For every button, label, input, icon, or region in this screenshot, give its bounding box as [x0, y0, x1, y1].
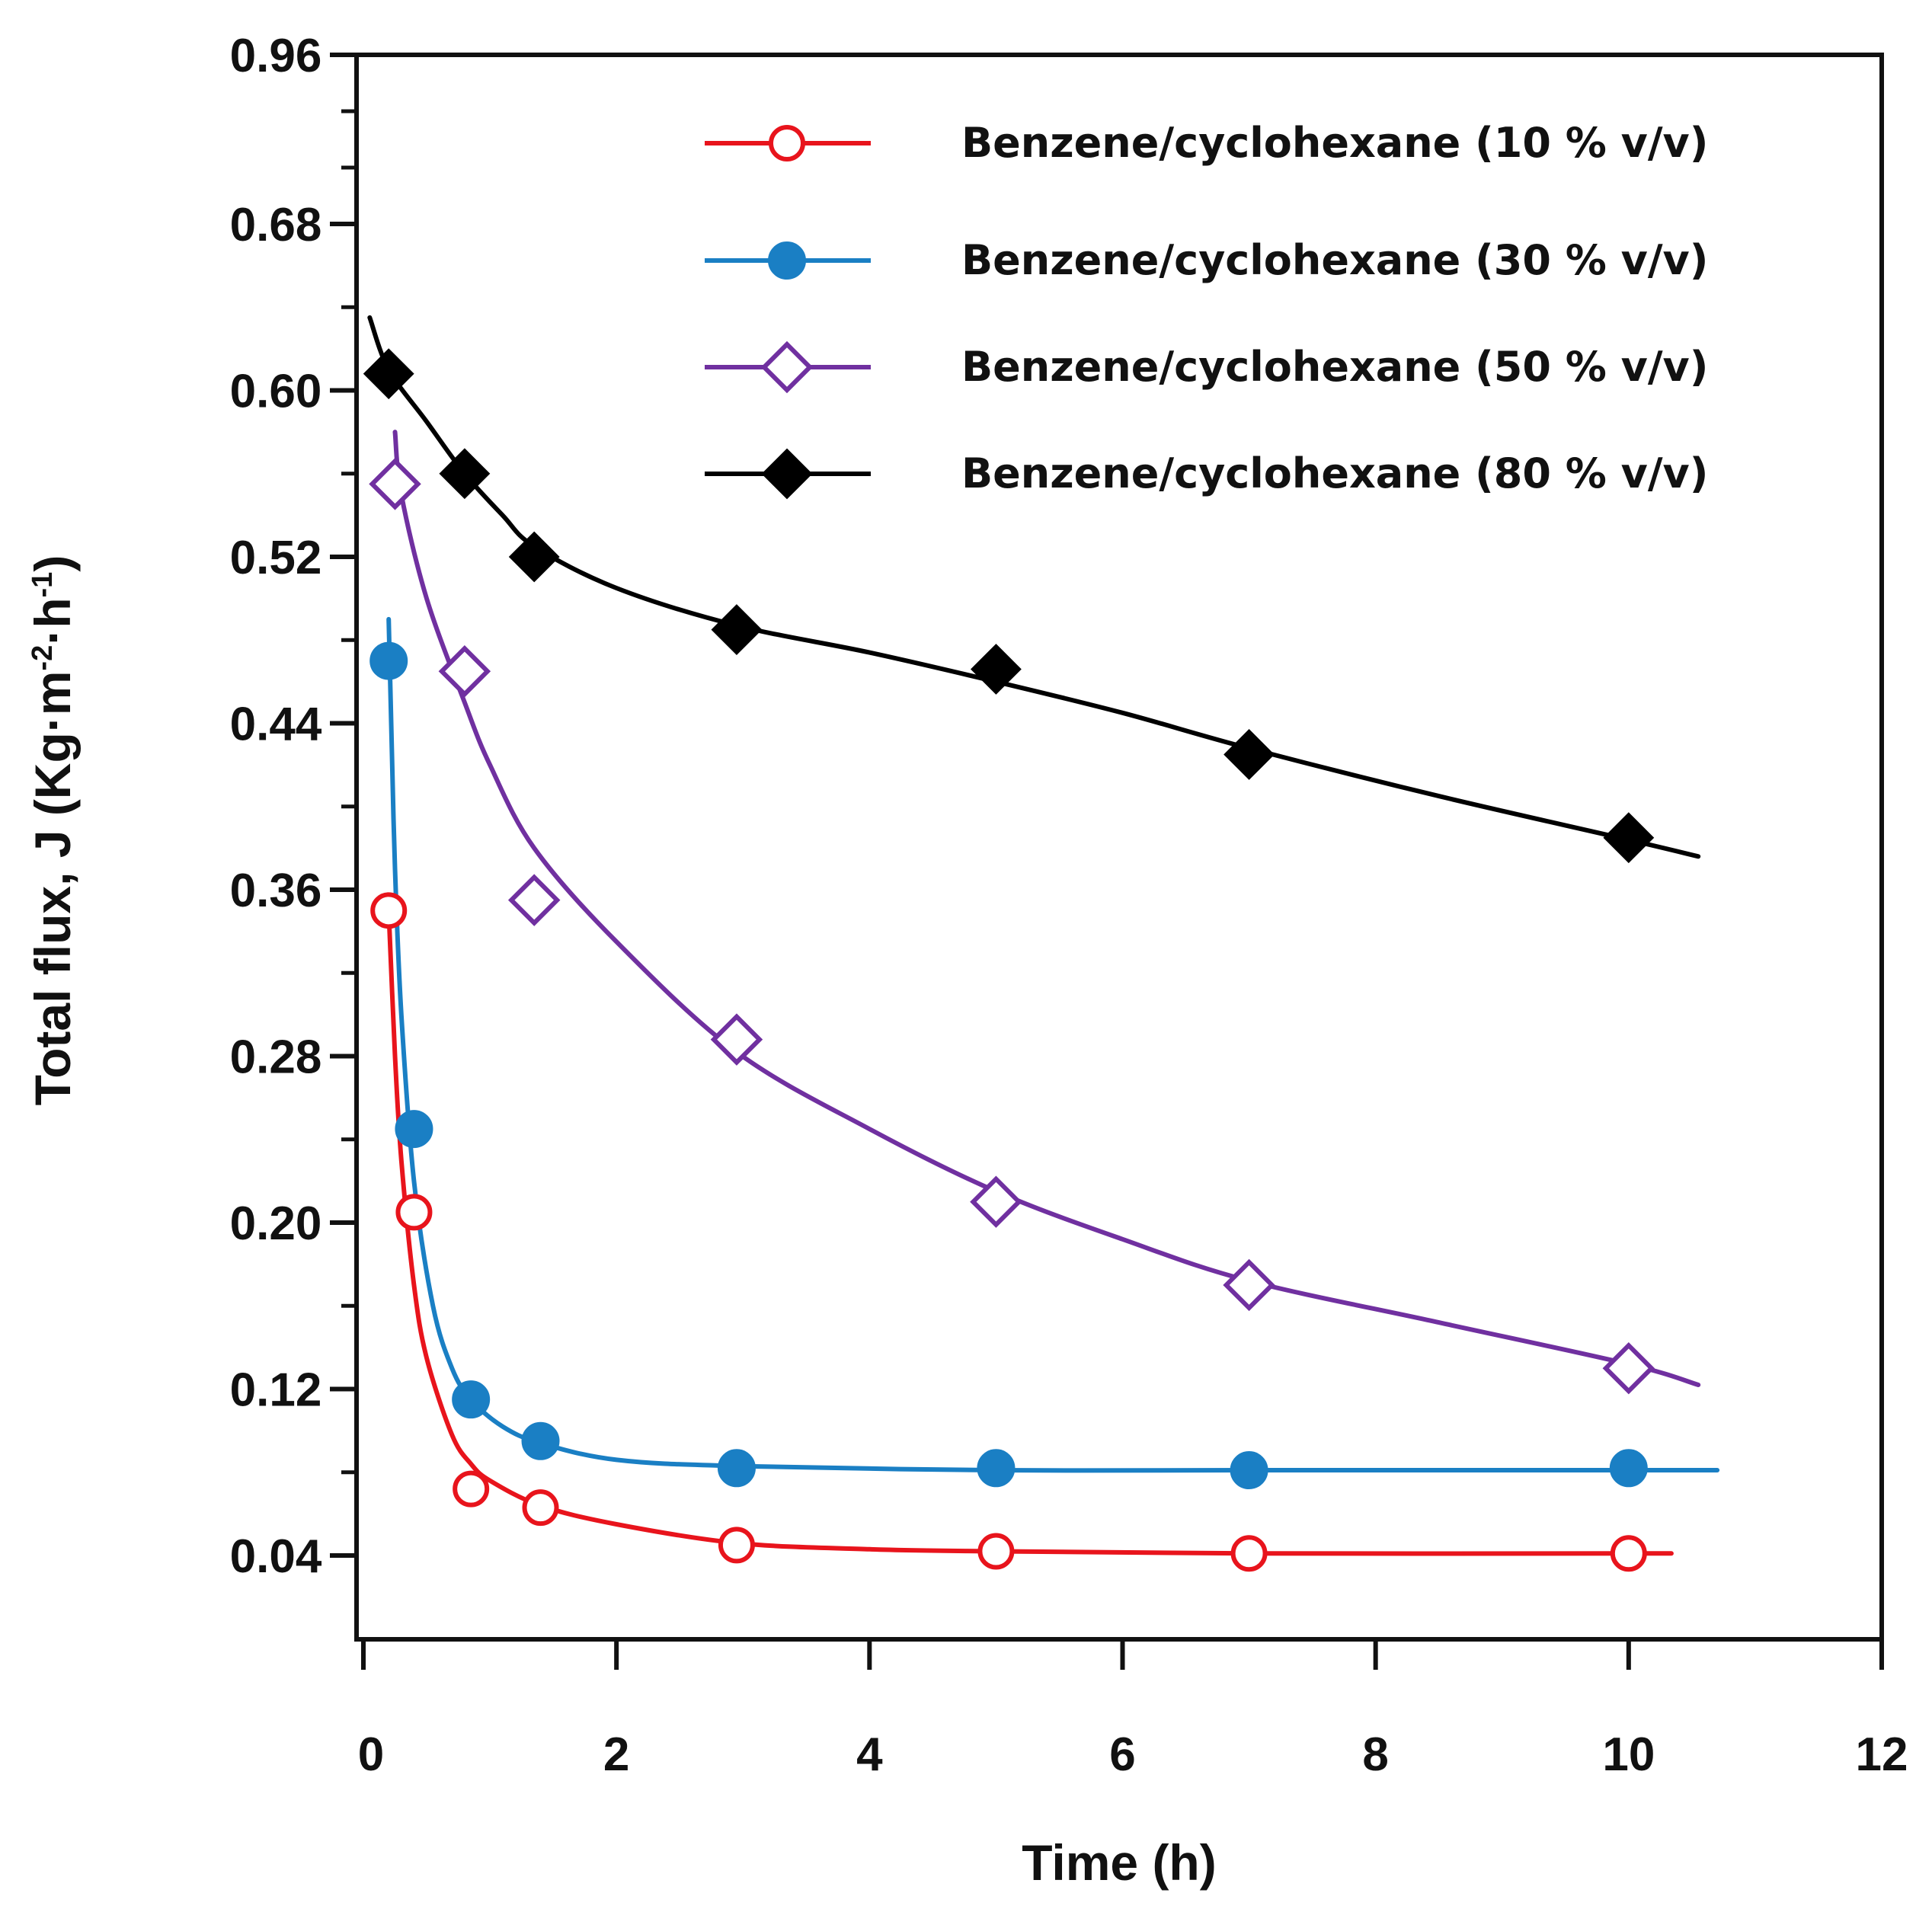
series-line	[386, 616, 1720, 1473]
data-point	[370, 892, 408, 929]
data-point	[369, 458, 421, 510]
plot-frame	[354, 53, 1884, 1642]
x-tick-label: 12	[1856, 1728, 1908, 1781]
x-tick-label: 8	[1362, 1728, 1388, 1781]
data-point	[439, 448, 491, 500]
series-line	[386, 908, 1674, 1556]
data-point	[521, 1421, 560, 1460]
data-point	[717, 1449, 756, 1488]
data-point	[971, 644, 1022, 695]
data-point	[1602, 1341, 1655, 1395]
series-markers	[363, 348, 1655, 1572]
data-point	[718, 1527, 755, 1564]
data-point	[977, 1449, 1016, 1488]
data-point	[1603, 812, 1655, 864]
data-point	[1223, 729, 1275, 780]
series-curves	[367, 315, 1720, 1556]
legend-marker	[769, 125, 805, 161]
y-axis-title-main: Total flux, J (Kg·m	[24, 671, 81, 1106]
y-tick-label: 0.12	[230, 1364, 322, 1417]
y-tick-label: 0.28	[230, 1031, 322, 1084]
data-point	[452, 1380, 491, 1419]
legend-label: Benzene/cyclohexane (50 % v/v)	[961, 343, 1708, 391]
data-point	[522, 1489, 559, 1527]
data-point	[395, 1110, 433, 1149]
y-tick-label: 0.52	[230, 532, 322, 584]
data-point	[1230, 1535, 1268, 1572]
y-axis-title-end: )	[24, 555, 81, 572]
y-axis-title-sup1: -2	[27, 645, 59, 671]
data-point	[507, 874, 561, 926]
data-point	[1230, 1451, 1268, 1490]
data-point	[977, 1533, 1015, 1570]
series-line	[367, 315, 1701, 859]
data-point	[363, 348, 414, 400]
y-tick-label: 0.20	[230, 1197, 322, 1250]
y-axis-ticks: 0.04 0.12 0.20 0.28 0.36 0.44 0.52 0.60 0.68 0.96	[230, 30, 357, 1583]
legend-marker	[768, 241, 806, 280]
x-tick-label: 0	[358, 1728, 384, 1781]
data-point	[508, 531, 560, 583]
data-point	[1223, 1258, 1275, 1312]
y-tick-label: 0.04	[230, 1530, 322, 1583]
x-tick-label: 6	[1109, 1728, 1135, 1781]
legend-label: Benzene/cyclohexane (80 % v/v)	[961, 449, 1708, 497]
legend-marker	[761, 448, 813, 500]
y-tick-label: 0.68	[230, 199, 322, 251]
data-point	[970, 1175, 1022, 1228]
legend-label: Benzene/cyclohexane (30 % v/v)	[961, 236, 1708, 284]
y-axis-title: Total flux, J (Kg·m-2·h-1)	[24, 555, 81, 1106]
y-axis-title-sup2: -1	[27, 572, 59, 598]
legend-marker	[760, 341, 814, 394]
y-tick-label: 0.36	[230, 865, 322, 917]
x-tick-label: 2	[603, 1728, 629, 1781]
data-point	[710, 1013, 763, 1066]
x-tick-label: 10	[1602, 1728, 1655, 1781]
y-tick-label: 0.44	[230, 699, 322, 751]
y-axis-title-mid: ·h	[24, 597, 81, 644]
data-point	[453, 1470, 490, 1508]
data-point	[1610, 1535, 1647, 1572]
data-point	[369, 641, 408, 680]
legend: Benzene/cyclohexane (10 % v/v) Benzene/cy…	[705, 119, 1708, 500]
data-point	[395, 1194, 433, 1231]
y-tick-label: 0.96	[230, 30, 322, 82]
x-tick-label: 4	[856, 1728, 883, 1781]
data-point	[438, 644, 491, 698]
legend-label: Benzene/cyclohexane (10 % v/v)	[961, 119, 1708, 167]
data-point	[1609, 1449, 1648, 1488]
x-axis-ticks: 0 2 4 6 8 10 12	[358, 1639, 1908, 1781]
y-tick-label: 0.60	[230, 366, 322, 418]
data-point	[711, 604, 763, 656]
x-axis-title: Time (h)	[1022, 1834, 1216, 1891]
